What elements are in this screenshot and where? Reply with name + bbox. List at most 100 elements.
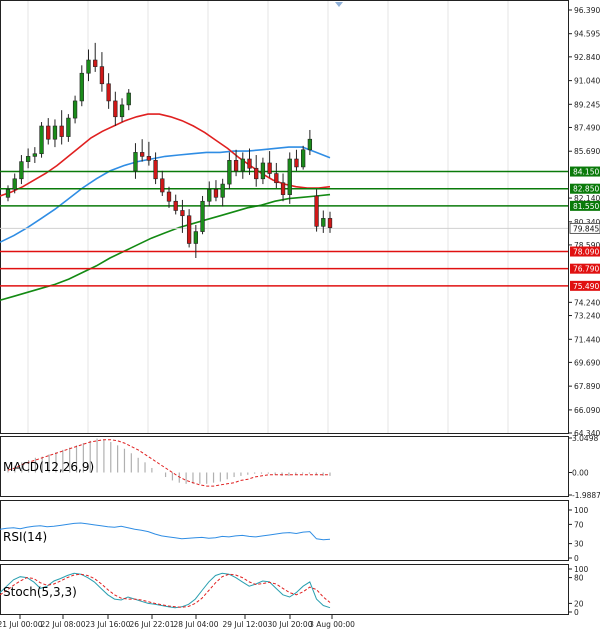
candle-bear [280, 182, 286, 195]
candle-bear [274, 173, 279, 184]
price-axis: 96.390 94.595 92.840 91.040 89.245 87.490 85.6… [569, 6, 600, 438]
price-tick-label: 87.490 [574, 123, 600, 132]
candle-bull [126, 92, 131, 106]
time-tick-label: 26 Jul 22:01 [130, 620, 175, 629]
macd-tick-label: -1.9887 [572, 491, 600, 500]
candle-bull [119, 104, 125, 118]
candle-bear [166, 191, 172, 202]
price-tick-label: 91.040 [574, 77, 600, 86]
stoch-panel-frame [0, 564, 569, 615]
stoch-series [0, 572, 331, 609]
macd-series [7, 438, 331, 487]
candle-bear [46, 125, 51, 140]
candle-bear [327, 218, 333, 228]
macd-panel-frame [0, 436, 569, 497]
stoch-tick-label: 20 [574, 599, 584, 608]
ma-blue-line [0, 146, 331, 243]
price-tick-label: 67.890 [574, 382, 600, 391]
level-tags: 84.150 82.850 81.550 78.090 76.790 75.490 79.8… [569, 166, 600, 291]
candle-bull [220, 183, 225, 198]
level-tag-label: 81.550 [573, 202, 599, 211]
price-tick-label: 89.245 [574, 100, 600, 109]
level-tag-label: 75.490 [573, 282, 599, 291]
candle-bull [260, 162, 266, 180]
candle-bull [32, 153, 37, 157]
rsi-panel-frame [0, 500, 569, 561]
candle-bear [294, 158, 299, 168]
candle-bear [267, 162, 272, 174]
candlesticks [5, 42, 333, 258]
time-tick-label: 30 Jul 20:00 [268, 620, 313, 629]
candle-bull [133, 152, 138, 172]
candle-bull [72, 100, 78, 119]
time-tick-label: 29 Jul 12:00 [223, 620, 268, 629]
candle-bear [106, 83, 111, 102]
candle-bull [19, 161, 24, 180]
candle-bear [113, 100, 118, 118]
candle-bull [227, 160, 232, 185]
candle-bull [5, 189, 11, 198]
candle-bear [146, 156, 152, 161]
rsi-line [0, 522, 331, 541]
candle-bear [93, 59, 98, 67]
rsi-axis: 100 70 30 0 [569, 506, 589, 563]
candle-bull [193, 231, 198, 244]
scroll-marker-icon[interactable] [335, 2, 343, 7]
stoch-tick-label: 80 [574, 574, 584, 583]
time-tick-label: 21 Jul 00:00 [0, 620, 43, 629]
level-tag [570, 183, 600, 194]
level-tag [570, 280, 600, 291]
price-tick-label: 96.390 [574, 6, 600, 15]
level-tag-label: 76.790 [573, 265, 599, 274]
stoch-tick-label: 100 [574, 565, 589, 574]
rsi-tick-label: 100 [574, 506, 589, 515]
rsi-tick-label: 30 [574, 540, 584, 549]
candle-bear [180, 210, 185, 217]
price-tick-label: 78.590 [574, 241, 600, 250]
level-tag [570, 263, 600, 274]
candle-bull [66, 117, 71, 137]
candle-bull [307, 138, 313, 151]
candle-bear [213, 189, 219, 198]
rsi-panel: 100 70 30 0 RSI(14) [0, 500, 589, 563]
candle-bull [321, 218, 326, 227]
macd-tick-label: 3.0498 [572, 434, 598, 443]
candle-bear [186, 215, 192, 244]
candle-bull [12, 178, 17, 190]
macd-tick-label: 0.00 [572, 469, 589, 478]
time-tick-label: 23 Jul 16:00 [86, 620, 131, 629]
candle-bear [153, 160, 158, 180]
level-tag-label: 78.090 [573, 248, 599, 257]
candle-bull [200, 200, 205, 232]
macd-signal-line [7, 439, 330, 487]
price-tick-label: 64.340 [574, 429, 600, 438]
last-price-tag [569, 222, 600, 234]
price-panel-frame [0, 0, 569, 434]
rsi-tick-label: 0 [574, 554, 579, 563]
level-tag [570, 166, 600, 177]
stoch-label: Stoch(5,3,3) [3, 585, 77, 599]
price-tick-label: 66.090 [574, 406, 600, 415]
candle-bear [233, 160, 239, 172]
price-tick-label: 69.690 [574, 358, 600, 367]
level-tag-label: 84.150 [573, 168, 599, 177]
candle-bear [59, 125, 64, 137]
candle-bear [173, 200, 178, 211]
time-tick-label: 22 Jul 08:00 [41, 620, 86, 629]
stoch-d-line [0, 573, 331, 608]
price-panel: 96.390 94.595 92.840 91.040 89.245 87.490 85.6… [0, 0, 600, 438]
level-tag [570, 200, 600, 211]
candle-bear [254, 167, 259, 180]
stoch-tick-label: 0 [574, 608, 579, 617]
candle-bull [207, 189, 212, 202]
rsi-label: RSI(14) [3, 530, 47, 544]
price-tick-label: 74.240 [574, 298, 600, 307]
candle-bull [301, 149, 306, 168]
price-tick-label: 92.840 [574, 53, 600, 62]
time-tick-label: 28 Jul 04:00 [174, 620, 219, 629]
rsi-series [0, 522, 331, 541]
stoch-k-line [0, 572, 331, 609]
macd-panel: 3.0498 0.00 -1.9887 MACD(12,26,9) [0, 434, 600, 500]
